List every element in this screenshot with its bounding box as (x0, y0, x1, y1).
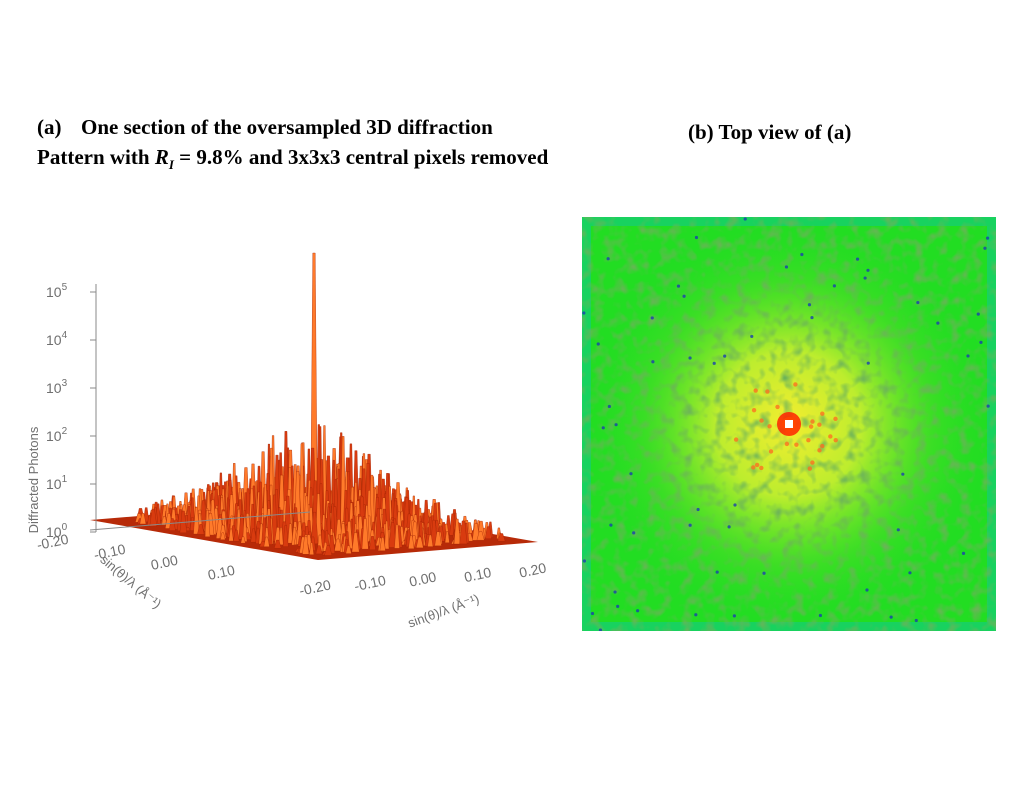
surface-spike (220, 532, 226, 540)
surface-spike (484, 526, 492, 539)
caption-a-symbol: R (154, 145, 169, 169)
surface-spike (388, 522, 397, 548)
x-tick-label: 0.10 (463, 564, 493, 585)
heatmap-dots (582, 217, 990, 631)
x-tick-label: 0.00 (408, 568, 438, 589)
x-axis-label: sin(θ)/λ (Å⁻¹) (406, 591, 481, 631)
surface-spike (282, 525, 289, 547)
surface-spike (427, 534, 434, 547)
caption-a-line2-post: = 9.8% and 3x3x3 central pixels removed (173, 145, 549, 169)
caption-b: (b) Top view of (a) (688, 120, 852, 144)
z-tick-label: 101 (46, 474, 68, 492)
caption-a-line2-pre: Pattern with (37, 145, 155, 169)
surface-spike (497, 533, 506, 542)
surface-spike (263, 536, 270, 547)
y-tick-label: 0.10 (206, 562, 236, 583)
surface-spike (476, 531, 485, 541)
top-view-heatmap (582, 217, 996, 631)
z-axis-label: Diffracted Photons (26, 426, 41, 533)
z-tick-label: 102 (46, 426, 68, 444)
surface-spike (434, 531, 442, 546)
surface-spike (197, 524, 205, 535)
surface-spike (233, 529, 240, 542)
surface-spike (394, 524, 400, 549)
y-tick-label: -0.20 (35, 531, 70, 553)
surface-spike (379, 537, 386, 551)
surface-spike (228, 528, 234, 542)
y-tick-label: -0.10 (92, 541, 127, 563)
surface-spike (309, 542, 315, 555)
surface-spike (351, 532, 360, 553)
z-tick-label: 103 (46, 378, 68, 396)
x-tick-label: 0.20 (518, 559, 548, 580)
surface-spike (324, 545, 333, 556)
surface-spike (345, 545, 352, 554)
caption-a-tag: (a) (37, 115, 62, 139)
surface-spikes (135, 252, 506, 556)
surface-spike (302, 536, 310, 555)
plot-axes (89, 284, 311, 533)
surface-spike (287, 523, 294, 544)
surface-spike (444, 531, 450, 543)
caption-a-line1: One section of the oversampled 3D diffra… (81, 115, 493, 139)
surface-spike (459, 520, 468, 545)
surface-spike (369, 536, 376, 550)
z-tick-label: 104 (46, 330, 68, 348)
surface-spike (315, 545, 323, 555)
surface-spike (149, 508, 158, 527)
surface-spike (168, 518, 176, 531)
surface-spike (250, 528, 257, 543)
surface-spike (361, 518, 369, 550)
surface-spike (408, 535, 415, 549)
surface-spike (310, 511, 319, 545)
surface-spike (161, 516, 168, 526)
surface-spike (384, 520, 390, 550)
surface-spike (204, 509, 211, 537)
heatmap-center (777, 412, 801, 436)
surface-spike (334, 538, 342, 552)
x-tick-label: -0.10 (353, 572, 388, 594)
x-tick-label: -0.20 (298, 576, 333, 598)
caption-a-subscript: I (168, 157, 174, 173)
surface-spike (139, 513, 147, 525)
caption-a: (a) One section of the oversampled 3D dif… (37, 112, 548, 180)
surface-spike (273, 539, 282, 549)
z-tick-label: 105 (46, 282, 68, 300)
surface-spike (415, 536, 424, 549)
surface-spike (278, 527, 284, 546)
y-tick-label: 0.00 (149, 552, 179, 573)
surface-spike (240, 536, 246, 544)
surface-spike (453, 518, 461, 545)
